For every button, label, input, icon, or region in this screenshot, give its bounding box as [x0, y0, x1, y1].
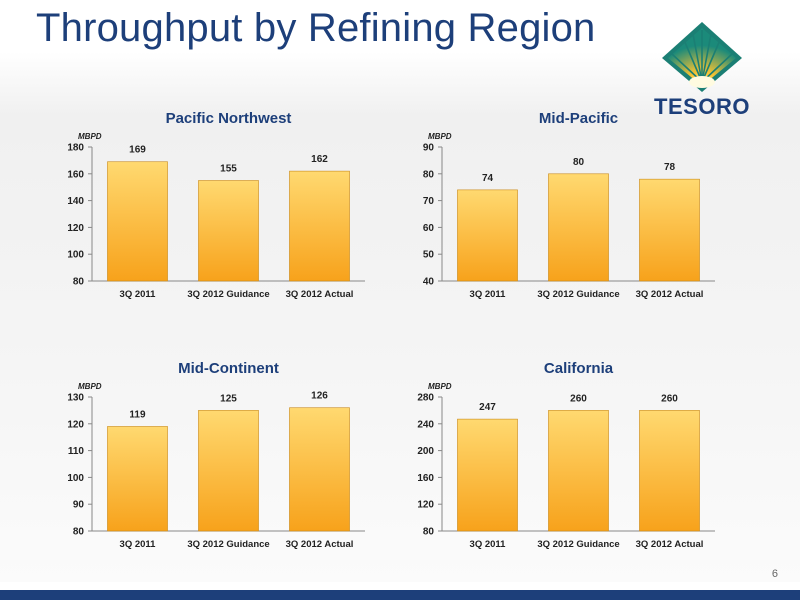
y-tick-label: 110 — [68, 446, 85, 457]
logo-wordmark: TESORO — [654, 94, 750, 119]
tesoro-logo: TESORO — [646, 20, 758, 124]
chart-mid-continent: Mid-Continent MBPD 80 90 100 110 120 130 119 3Q 2… — [40, 355, 420, 555]
bottom-bar — [0, 590, 800, 600]
y-tick-label: 130 — [67, 393, 84, 404]
data-label-3q-2012-guidance: 80 — [573, 157, 585, 168]
bar-3q-2012-guidance — [548, 173, 609, 282]
category-label-3q-2012-actual: 3Q 2012 Actual — [636, 289, 704, 300]
y-tick-label: 80 — [73, 277, 85, 288]
data-label-3q-2012-guidance: 260 — [570, 393, 587, 404]
tesoro-starburst-logo-icon — [662, 22, 742, 92]
bar-3q-2012-actual — [289, 407, 350, 532]
data-label-3q-2011: 74 — [482, 173, 494, 184]
category-label-3q-2012-guidance: 3Q 2012 Guidance — [187, 289, 269, 300]
chart-california: California MBPD 80 120 160 200 240 280 247 3Q 201… — [390, 355, 770, 555]
chart-title: California — [544, 360, 614, 377]
unit-label: MBPD — [78, 382, 102, 391]
data-label-3q-2011: 119 — [129, 409, 146, 420]
category-label-3q-2012-actual: 3Q 2012 Actual — [286, 539, 354, 550]
category-label-3q-2011: 3Q 2011 — [120, 539, 157, 550]
data-label-3q-2012-actual: 162 — [311, 154, 328, 165]
y-tick-label: 90 — [423, 143, 435, 154]
y-tick-label: 80 — [73, 527, 85, 538]
y-tick-label: 200 — [417, 446, 434, 457]
bar-3q-2011 — [107, 426, 168, 532]
page-number: 6 — [771, 568, 778, 580]
bar-3q-2012-actual — [289, 170, 350, 282]
bar-3q-2012-actual — [639, 178, 700, 282]
bar-3q-2012-actual — [639, 410, 700, 532]
y-tick-label: 120 — [67, 419, 84, 430]
y-tick-label: 90 — [73, 500, 85, 511]
category-label-3q-2011: 3Q 2011 — [470, 289, 507, 300]
data-label-3q-2012-guidance: 125 — [220, 393, 237, 404]
y-tick-label: 280 — [417, 393, 434, 404]
data-label-3q-2012-actual: 126 — [311, 391, 328, 402]
unit-label: MBPD — [78, 132, 102, 141]
data-label-3q-2012-guidance: 155 — [220, 164, 237, 175]
y-tick-label: 50 — [423, 250, 435, 261]
category-label-3q-2011: 3Q 2011 — [470, 539, 507, 550]
category-label-3q-2012-guidance: 3Q 2012 Guidance — [187, 539, 269, 550]
chart-pacific-northwest: Pacific Northwest MBPD 80 100 120 140 160 180 16… — [40, 105, 420, 305]
bar-3q-2011 — [457, 418, 518, 532]
y-tick-label: 240 — [417, 419, 434, 430]
chart-title: Mid-Continent — [178, 360, 279, 377]
chart-title: Mid-Pacific — [539, 110, 618, 127]
bar-3q-2012-guidance — [198, 180, 259, 282]
chart-svg: California MBPD 80 120 160 200 240 280 247 3Q 201… — [417, 360, 715, 550]
bar-3q-2011 — [457, 189, 518, 282]
data-label-3q-2011: 247 — [479, 402, 496, 413]
category-label-3q-2012-actual: 3Q 2012 Actual — [286, 289, 354, 300]
unit-label: MBPD — [428, 382, 452, 391]
category-label-3q-2012-actual: 3Q 2012 Actual — [636, 539, 704, 550]
data-label-3q-2012-actual: 260 — [661, 393, 678, 404]
chart-svg: Mid-Pacific MBPD 40 50 60 70 80 90 74 3Q 2011 80 3Q… — [423, 110, 715, 300]
slide-title: Throughput by Refining Region — [36, 6, 596, 50]
y-tick-label: 120 — [417, 500, 434, 511]
unit-label: MBPD — [428, 132, 452, 141]
bar-3q-2012-guidance — [198, 410, 259, 532]
category-label-3q-2012-guidance: 3Q 2012 Guidance — [537, 539, 619, 550]
y-tick-label: 180 — [67, 143, 84, 154]
y-tick-label: 140 — [67, 196, 84, 207]
bar-3q-2012-guidance — [548, 410, 609, 532]
y-tick-label: 70 — [423, 196, 435, 207]
y-tick-label: 120 — [67, 223, 84, 234]
y-tick-label: 80 — [423, 527, 435, 538]
y-tick-label: 160 — [417, 473, 434, 484]
y-tick-label: 60 — [423, 223, 435, 234]
chart-title: Pacific Northwest — [166, 110, 292, 127]
y-tick-label: 80 — [423, 169, 435, 180]
data-label-3q-2011: 169 — [129, 145, 146, 156]
bar-3q-2011 — [107, 161, 168, 282]
y-tick-label: 100 — [67, 473, 84, 484]
category-label-3q-2012-guidance: 3Q 2012 Guidance — [537, 289, 619, 300]
data-label-3q-2012-actual: 78 — [664, 162, 676, 173]
chart-svg: Pacific Northwest MBPD 80 100 120 140 160 180 16… — [67, 110, 365, 300]
y-tick-label: 160 — [67, 169, 84, 180]
chart-svg: Mid-Continent MBPD 80 90 100 110 120 130 119 3Q 2… — [67, 360, 365, 550]
category-label-3q-2011: 3Q 2011 — [120, 289, 157, 300]
y-tick-label: 100 — [67, 250, 84, 261]
chart-mid-pacific: Mid-Pacific MBPD 40 50 60 70 80 90 74 3Q 2011 80 3Q… — [390, 105, 770, 305]
y-tick-label: 40 — [423, 277, 435, 288]
